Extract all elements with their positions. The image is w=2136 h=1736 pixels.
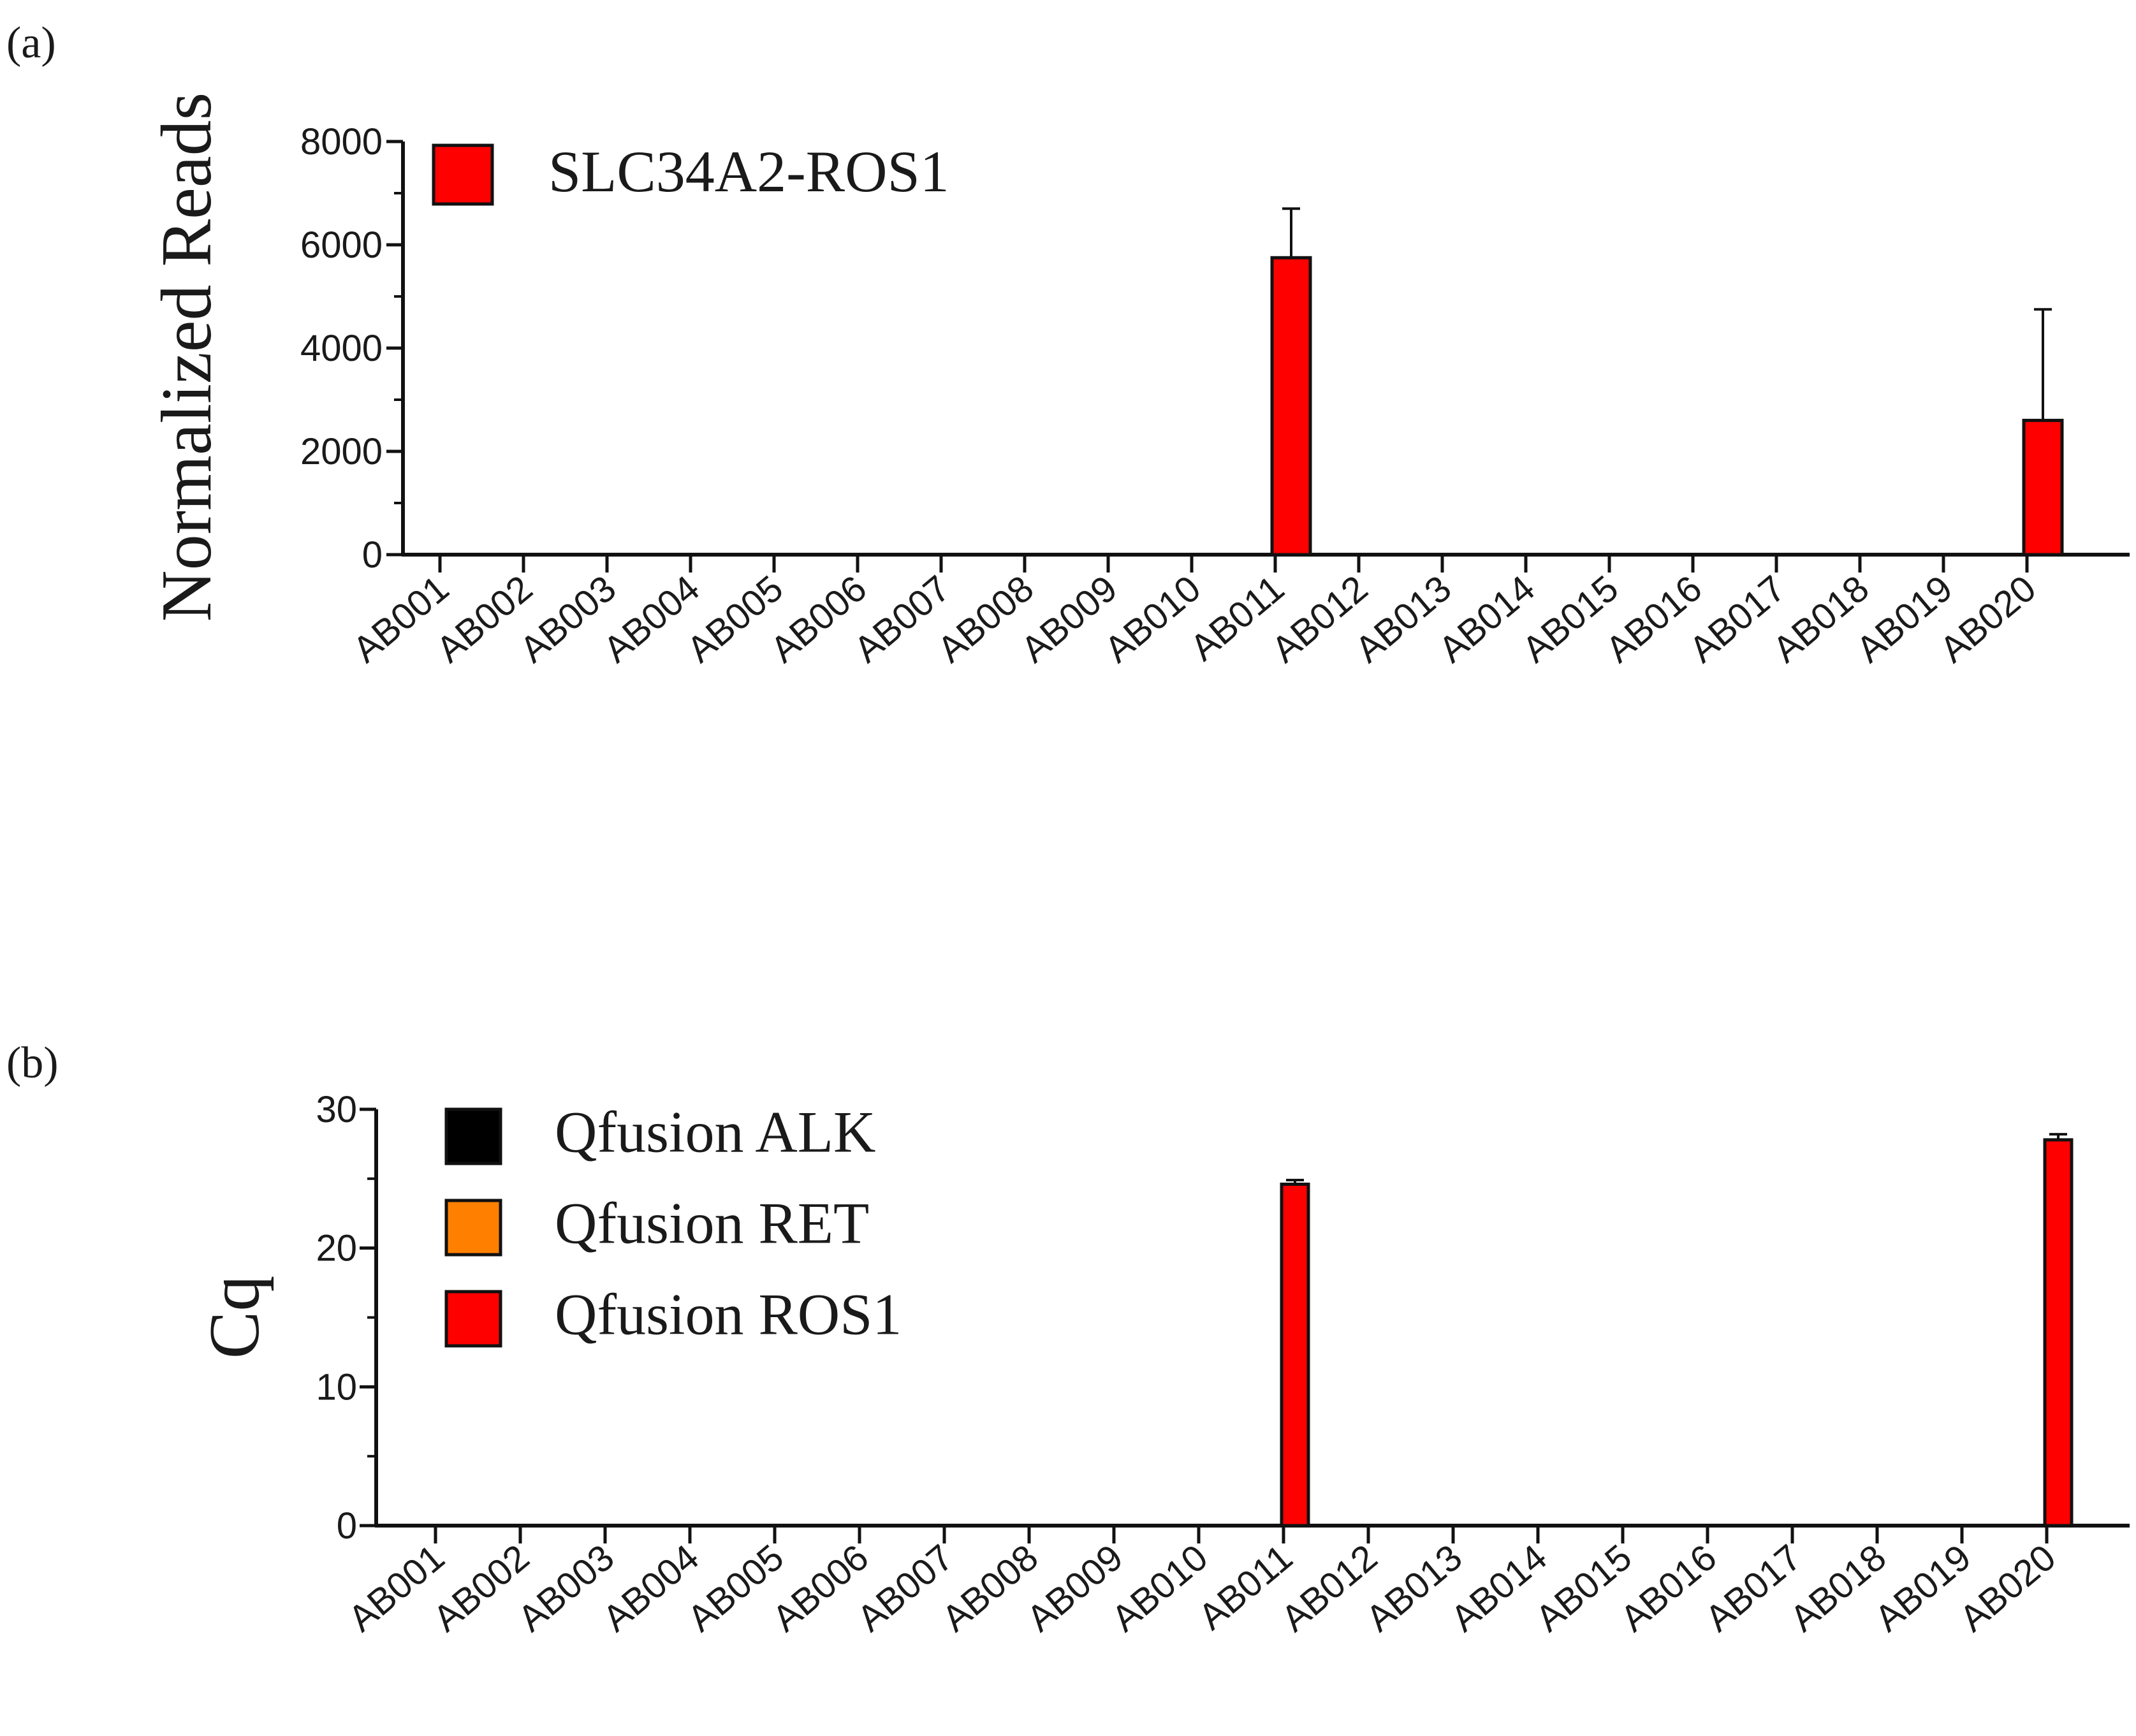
x-tick-label: AB001 bbox=[345, 567, 457, 671]
legend-label: Qfusion ROS1 bbox=[555, 1281, 902, 1346]
x-tick-label: AB013 bbox=[1358, 1536, 1470, 1640]
x-tick-label: AB012 bbox=[1264, 567, 1375, 671]
legend-swatch bbox=[444, 1107, 502, 1165]
x-tick-label: AB002 bbox=[428, 567, 540, 671]
x-tick-label: AB008 bbox=[930, 567, 1041, 671]
y-tick-label: 10 bbox=[316, 1366, 357, 1408]
x-tick-label: AB010 bbox=[1104, 1536, 1215, 1640]
bar-ab011 bbox=[1280, 1183, 1310, 1528]
y-tick-label: 20 bbox=[316, 1228, 357, 1269]
x-tick-label: AB006 bbox=[763, 567, 874, 671]
x-tick-label: AB020 bbox=[1932, 567, 2044, 671]
x-tick-label: AB020 bbox=[1952, 1536, 2063, 1640]
x-tick-label: AB012 bbox=[1273, 1536, 1385, 1640]
x-tick-label: AB013 bbox=[1347, 567, 1459, 671]
y-tick-label: 8000 bbox=[300, 121, 383, 163]
x-tick-label: AB008 bbox=[934, 1536, 1046, 1640]
legend-swatch bbox=[432, 143, 494, 206]
y-tick-label: 4000 bbox=[300, 328, 383, 369]
x-tick-label: AB007 bbox=[849, 1536, 961, 1640]
bar-ab011 bbox=[1270, 256, 1312, 557]
y-axis-title: Cq bbox=[195, 1276, 274, 1359]
x-tick-label: AB018 bbox=[1765, 567, 1876, 671]
x-tick-label: AB016 bbox=[1598, 567, 1709, 671]
legend-label: SLC34A2-ROS1 bbox=[548, 139, 949, 204]
x-tick-label: AB006 bbox=[764, 1536, 876, 1640]
legend-label: Qfusion RET bbox=[555, 1190, 869, 1255]
x-tick-label: AB009 bbox=[1013, 567, 1125, 671]
bar-ab020 bbox=[2043, 1138, 2074, 1528]
x-tick-label: AB017 bbox=[1697, 1536, 1809, 1640]
x-tick-label: AB010 bbox=[1097, 567, 1208, 671]
x-tick-label: AB002 bbox=[425, 1536, 537, 1640]
y-tick-label: 2000 bbox=[300, 431, 383, 472]
y-axis-title: Normalized Reads bbox=[147, 92, 226, 622]
x-tick-label: AB015 bbox=[1514, 567, 1626, 671]
x-tick-label: AB017 bbox=[1681, 567, 1793, 671]
legend-swatch bbox=[444, 1199, 502, 1257]
panel-label: (b) bbox=[6, 1039, 59, 1088]
x-tick-label: AB004 bbox=[595, 1536, 706, 1640]
y-tick-label: 30 bbox=[316, 1089, 357, 1130]
legend-label: Qfusion ALK bbox=[555, 1099, 875, 1164]
bar-ab020 bbox=[2022, 418, 2064, 557]
x-tick-label: AB003 bbox=[512, 567, 624, 671]
panel-label: (a) bbox=[6, 18, 56, 68]
x-tick-label: AB019 bbox=[1867, 1536, 1979, 1640]
panel-b: (b)Cq0102030AB001AB002AB003AB004AB005AB0… bbox=[6, 1039, 2130, 1640]
panel-a: (a) Normalized Reads 0 2000 4000 6000 8000 AB00… bbox=[6, 18, 2130, 671]
y-tick-label: 6000 bbox=[300, 224, 383, 266]
x-tick-label: AB005 bbox=[679, 567, 791, 671]
x-tick-label: AB003 bbox=[510, 1536, 622, 1640]
x-tick-label: AB011 bbox=[1190, 1536, 1300, 1638]
y-tick-label: 0 bbox=[337, 1505, 357, 1547]
legend-swatch bbox=[444, 1290, 502, 1348]
x-tick-label: AB018 bbox=[1782, 1536, 1894, 1640]
x-tick-label: AB014 bbox=[1443, 1536, 1554, 1640]
x-tick-label: AB007 bbox=[846, 567, 958, 671]
x-tick-label: AB015 bbox=[1528, 1536, 1639, 1640]
x-tick-label: AB001 bbox=[340, 1536, 452, 1640]
x-tick-label: AB004 bbox=[596, 567, 707, 671]
x-tick-label: AB016 bbox=[1613, 1536, 1724, 1640]
x-tick-label: AB005 bbox=[680, 1536, 791, 1640]
x-tick-label: AB009 bbox=[1019, 1536, 1130, 1640]
x-tick-label: AB014 bbox=[1431, 567, 1542, 671]
x-tick-label: AB019 bbox=[1848, 567, 1960, 671]
y-tick-label: 0 bbox=[362, 534, 383, 576]
